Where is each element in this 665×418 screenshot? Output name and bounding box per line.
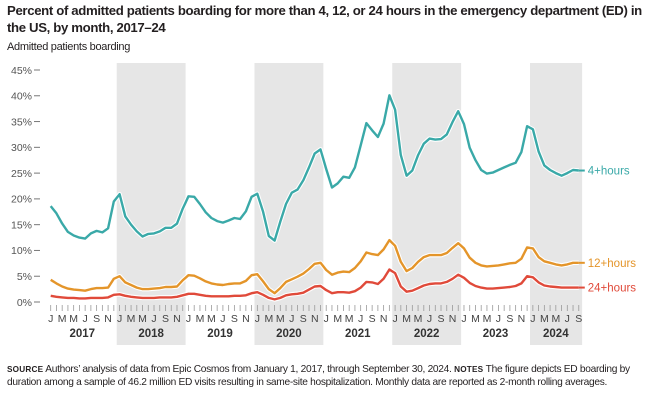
x-month-label: S bbox=[231, 313, 238, 325]
x-month-label: J bbox=[496, 313, 501, 325]
x-month-label: N bbox=[242, 313, 250, 325]
x-month-label: S bbox=[300, 313, 307, 325]
x-month-label: M bbox=[69, 313, 78, 325]
y-tick-label: 35% bbox=[11, 116, 32, 128]
year-band-2022 bbox=[392, 63, 462, 345]
x-month-label: N bbox=[380, 313, 388, 325]
y-tick-label: 20% bbox=[11, 194, 32, 206]
y-axis: 0% 5% 10% 15% 20% 25% 30% 35% 40% 45% bbox=[11, 65, 40, 309]
x-month-label: M bbox=[333, 313, 342, 325]
x-month-label: M bbox=[540, 313, 549, 325]
x-month-label: M bbox=[551, 313, 560, 325]
x-month-label: M bbox=[414, 313, 423, 325]
year-bands bbox=[116, 63, 583, 345]
x-year-label: 2017 bbox=[69, 328, 95, 340]
x-month-label: J bbox=[83, 313, 88, 325]
y-tick-label: 30% bbox=[11, 142, 32, 154]
y-axis-label: Admitted patients boarding bbox=[7, 41, 131, 53]
y-tick-label: 5% bbox=[17, 271, 32, 283]
chart-title: Percent of admitted patients boarding fo… bbox=[7, 3, 642, 35]
source-keyword: source bbox=[7, 365, 44, 374]
series-lines bbox=[48, 93, 579, 302]
x-month-label: S bbox=[93, 313, 100, 325]
x-month-label: M bbox=[276, 313, 285, 325]
notes-keyword: notes bbox=[454, 365, 484, 374]
x-month-label: M bbox=[402, 313, 411, 325]
series-line-4h bbox=[49, 94, 579, 242]
x-month-label: J bbox=[220, 313, 225, 325]
x-month-label: M bbox=[207, 313, 216, 325]
x-month-label: S bbox=[162, 313, 169, 325]
series-labels: 4+hours 12+hours 24+hours bbox=[578, 166, 637, 295]
y-tick-label: 40% bbox=[11, 91, 32, 103]
series-label-12h: 12+hours bbox=[588, 258, 637, 270]
x-month-label: J bbox=[289, 313, 294, 325]
x-month-label: M bbox=[264, 313, 273, 325]
x-month-label: S bbox=[369, 313, 376, 325]
x-year-label: 2022 bbox=[414, 328, 440, 340]
series-line-24h bbox=[50, 268, 579, 301]
y-tick-label: 45% bbox=[11, 65, 32, 77]
x-month-label: J bbox=[565, 313, 570, 325]
x-month-label: J bbox=[392, 313, 397, 325]
y-tick-label: 10% bbox=[11, 245, 32, 257]
x-month-label: M bbox=[196, 313, 205, 325]
x-month-label: M bbox=[471, 313, 480, 325]
x-month-label: M bbox=[483, 313, 492, 325]
x-year-label: 2023 bbox=[483, 328, 509, 340]
x-month-label: J bbox=[358, 313, 363, 325]
x-year-label: 2021 bbox=[345, 328, 371, 340]
x-month-label: M bbox=[58, 313, 67, 325]
year-band-2020 bbox=[254, 63, 324, 345]
x-month-label: S bbox=[438, 313, 445, 325]
series-line-12h bbox=[50, 238, 579, 295]
x-month-label: M bbox=[345, 313, 354, 325]
x-year-label: 2018 bbox=[138, 328, 164, 340]
x-month-label: J bbox=[324, 313, 329, 325]
series-label-4h: 4+hours bbox=[588, 166, 630, 178]
source-text: Authors’ analysis of data from Epic Cosm… bbox=[45, 364, 452, 375]
year-band-2018 bbox=[116, 63, 186, 345]
series-label-24h: 24+hours bbox=[588, 283, 637, 295]
year-band-2024 bbox=[529, 63, 583, 345]
x-month-label: J bbox=[151, 313, 156, 325]
y-tick-label: 15% bbox=[11, 219, 32, 231]
notes-text: The figure depicts ED boarding by durati… bbox=[7, 364, 630, 388]
x-month-label: N bbox=[104, 313, 112, 325]
x-month-label: S bbox=[575, 313, 582, 325]
x-month-label: J bbox=[530, 313, 535, 325]
y-tick-label: 0% bbox=[17, 297, 32, 309]
x-month-label: J bbox=[461, 313, 466, 325]
y-tick-label: 25% bbox=[11, 168, 32, 180]
x-year-label: 2019 bbox=[207, 328, 233, 340]
x-month-label: S bbox=[506, 313, 513, 325]
x-month-label: N bbox=[173, 313, 181, 325]
x-month-label: J bbox=[117, 313, 122, 325]
x-month-label: N bbox=[518, 313, 526, 325]
x-month-label: J bbox=[427, 313, 432, 325]
x-month-label: M bbox=[127, 313, 136, 325]
x-month-label: N bbox=[449, 313, 457, 325]
x-month-label: N bbox=[311, 313, 319, 325]
chart-footer: source Authors’ analysis of data from Ep… bbox=[7, 364, 659, 389]
x-month-label: M bbox=[138, 313, 147, 325]
x-month-label: J bbox=[186, 313, 191, 325]
x-year-label: 2020 bbox=[276, 328, 302, 340]
x-month-label: J bbox=[48, 313, 53, 325]
x-year-label: 2024 bbox=[543, 328, 569, 340]
x-month-label: J bbox=[255, 313, 260, 325]
